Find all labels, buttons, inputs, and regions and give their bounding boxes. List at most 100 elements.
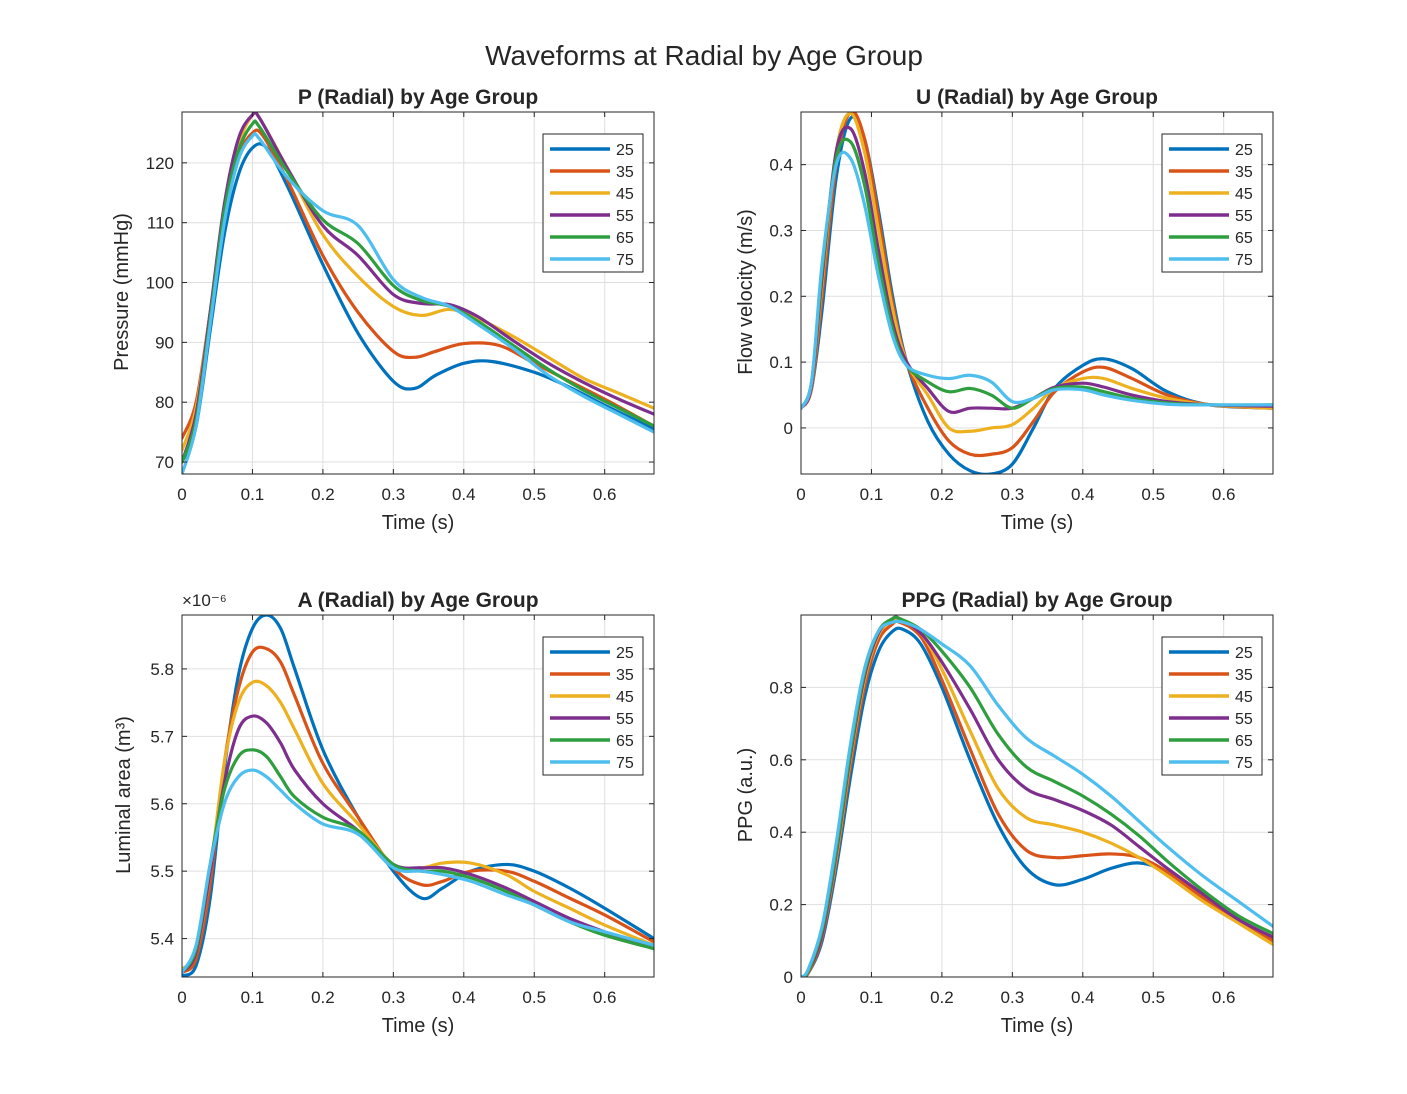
panel-title: PPG (Radial) by Age Group [901,589,1172,612]
legend-box [1161,133,1263,273]
y-tick-label: 5.6 [150,795,174,814]
legend-label: 55 [1235,711,1253,728]
legend-label: 35 [1235,667,1253,684]
x-tick-label: 0.2 [311,988,335,1007]
axes-frame [800,614,1274,978]
legend-label: 65 [616,733,634,750]
x-tick-label: 0.6 [593,988,617,1007]
y-tick-label: 100 [146,274,174,293]
legend-label: 25 [1235,142,1253,159]
legend-label: 25 [616,645,634,662]
axes-frame [181,111,655,475]
panel-title: P (Radial) by Age Group [298,86,538,109]
x-axis-label: Time (s) [382,1015,455,1037]
x-tick-label: 0.6 [593,485,617,504]
legend-label: 75 [616,755,634,772]
series-line-65 [801,137,1273,410]
legend-label: 35 [616,164,634,181]
y-tick-label: 110 [147,214,174,233]
y-tick-label: 0.2 [769,287,793,306]
legend-label: 35 [616,667,634,684]
legend-label: 65 [1235,230,1253,247]
x-tick-label: 0.3 [382,988,406,1007]
y-tick-label: 5.7 [150,727,174,746]
legend: 25 35 45 55 65 75 [1161,636,1263,776]
panel-ppg: PPG (Radial) by Age Group Time (s) PPG (… [735,589,1274,1037]
series-group [801,615,1273,977]
legend-label: 75 [616,252,634,269]
x-axis-label: Time (s) [382,512,455,534]
x-axis-label: Time (s) [1001,1015,1074,1037]
y-axis-label: PPG (a.u.) [735,748,757,842]
legend-label: 55 [1235,208,1253,225]
x-tick-label: 0.4 [1071,988,1095,1007]
x-tick-label: 0 [177,485,186,504]
x-tick-label: 0.1 [241,485,265,504]
x-tick-label: 0.5 [522,485,546,504]
x-tick-label: 0.3 [1001,988,1025,1007]
legend-label: 65 [616,230,634,247]
y-tick-label: 0.6 [769,751,793,770]
series-group [182,112,654,474]
series-line-75 [182,131,654,474]
x-tick-label: 0.5 [1141,485,1165,504]
series-line-75 [182,768,654,974]
series-group [182,615,654,977]
x-tick-label: 0.5 [522,988,546,1007]
y-tick-label: 0.4 [769,156,793,175]
legend-label: 75 [1235,252,1253,269]
legend: 25 35 45 55 65 75 [542,636,644,776]
y-tick-label: 0 [784,968,793,987]
y-tick-label: 90 [155,333,174,352]
y-axis-label: Luminal area (m³) [113,716,135,874]
y-tick-label: 5.4 [150,930,174,949]
x-tick-label: 0.2 [930,988,954,1007]
y-tick-label: 120 [146,154,174,173]
legend-box [542,133,644,273]
y-axis-label: Pressure (mmHg) [111,213,133,371]
y-tick-label: 0 [784,419,793,438]
legend: 25 35 45 55 65 75 [542,133,644,273]
x-tick-label: 0.4 [452,485,476,504]
series-group [801,112,1273,474]
x-tick-label: 0.5 [1141,988,1165,1007]
axes-frame [800,111,1274,475]
axes-frame [181,614,655,978]
legend-label: 45 [1235,689,1253,706]
legend-label: 25 [616,142,634,159]
y-tick-label: 70 [155,453,174,472]
y-tick-label: 5.8 [150,660,174,679]
series-line-75 [801,150,1273,410]
panel-title: U (Radial) by Age Group [916,86,1158,109]
legend-label: 55 [616,711,634,728]
x-tick-label: 0 [796,485,805,504]
x-tick-label: 0.2 [311,485,335,504]
y-tick-label: 5.5 [150,862,174,881]
series-line-75 [801,619,1273,977]
x-tick-label: 0.6 [1212,485,1236,504]
legend-label: 35 [1235,164,1253,181]
y-tick-label: 0.8 [769,678,793,697]
legend-label: 45 [616,689,634,706]
y-axis-label: Flow velocity (m/s) [735,209,757,375]
x-axis-label: Time (s) [1001,512,1074,534]
panel-flow-velocity: U (Radial) by Age Group Time (s) Flow ve… [735,86,1274,534]
panel-title: A (Radial) by Age Group [297,589,538,612]
y-tick-label: 0.3 [769,221,793,240]
legend-box [1161,636,1263,776]
panel-luminal-area: A (Radial) by Age Group Time (s) Luminal… [113,589,655,1037]
legend-box [542,636,644,776]
x-tick-label: 0.1 [241,988,265,1007]
x-tick-label: 0.2 [930,485,954,504]
legend-label: 45 [616,186,634,203]
y-tick-label: 80 [155,393,174,412]
y-tick-label: 0.1 [769,353,793,372]
legend-label: 75 [1235,755,1253,772]
x-tick-label: 0 [796,988,805,1007]
legend-label: 45 [1235,186,1253,203]
y-tick-label: 0.2 [769,896,793,915]
x-tick-label: 0.6 [1212,988,1236,1007]
x-tick-label: 0.3 [382,485,406,504]
x-tick-label: 0 [177,988,186,1007]
